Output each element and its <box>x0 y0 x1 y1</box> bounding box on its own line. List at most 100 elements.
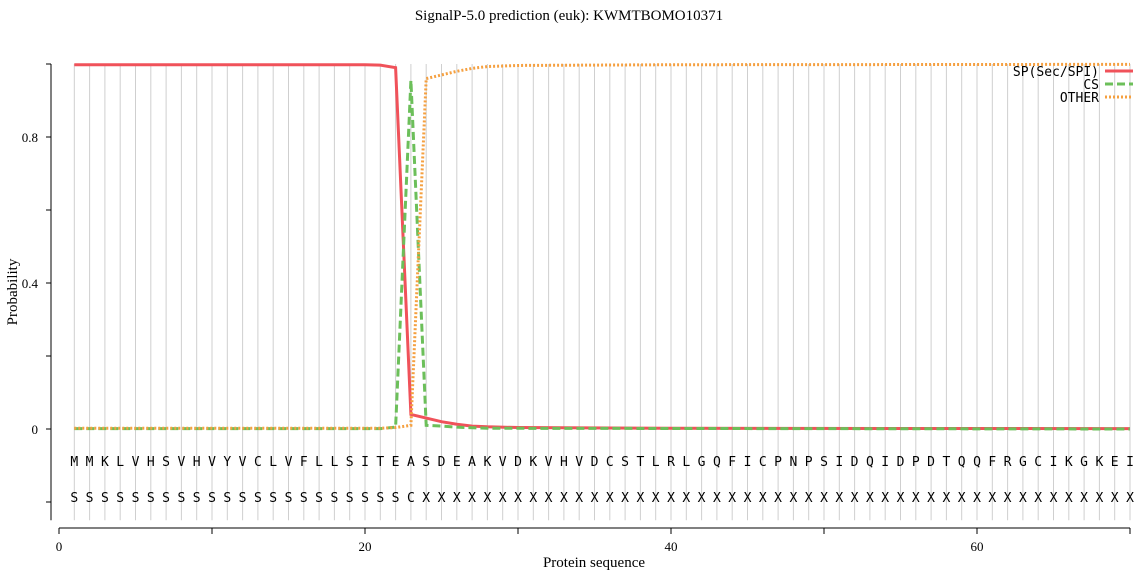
axes: 0 0.4 0.8 0 20 40 60 <box>22 63 1131 554</box>
prediction-label: X <box>942 491 950 506</box>
prediction-label: S <box>239 491 247 506</box>
y-tick-label: 0.8 <box>22 130 38 145</box>
residue-label: G <box>1019 455 1027 470</box>
residue-label: V <box>239 455 247 470</box>
residue-label: A <box>468 455 476 470</box>
prediction-label: S <box>315 491 323 506</box>
residue-label: S <box>162 455 170 470</box>
prediction-label: X <box>621 491 629 506</box>
residue-label: G <box>1080 455 1088 470</box>
x-axis-label: Protein sequence <box>543 555 645 571</box>
prediction-label: X <box>728 491 736 506</box>
prediction-label: X <box>927 491 935 506</box>
y-axis-label: Probability <box>5 258 21 325</box>
legend-label: SP(Sec/SPI) <box>1013 65 1099 80</box>
series-line-other <box>74 62 1131 430</box>
residue-label: K <box>483 455 491 470</box>
residue-label: R <box>1004 455 1012 470</box>
residue-label: H <box>560 455 568 470</box>
prediction-label: X <box>897 491 905 506</box>
prediction-label: S <box>193 491 201 506</box>
prediction-label: X <box>529 491 537 506</box>
prediction-label: S <box>101 491 109 506</box>
prediction-label: X <box>1111 491 1119 506</box>
prediction-label: X <box>881 491 889 506</box>
prediction-label: S <box>361 491 369 506</box>
prediction-label: X <box>866 491 874 506</box>
residue-label: L <box>652 455 660 470</box>
x-tick-label: 0 <box>56 539 63 554</box>
residue-label: S <box>820 455 828 470</box>
residue-label: L <box>682 455 690 470</box>
prediction-label: X <box>774 491 782 506</box>
residue-label: S <box>621 455 629 470</box>
residue-label: F <box>988 455 996 470</box>
residue-label: E <box>392 455 400 470</box>
prediction-label: X <box>545 491 553 506</box>
residue-label: E <box>1111 455 1119 470</box>
residue-label: M <box>70 455 78 470</box>
residue-label: I <box>361 455 369 470</box>
prediction-label: S <box>147 491 155 506</box>
prediction-label: S <box>132 491 140 506</box>
prediction-label: X <box>652 491 660 506</box>
prediction-label: X <box>1034 491 1042 506</box>
prediction-label: X <box>606 491 614 506</box>
residue-label: I <box>881 455 889 470</box>
prediction-label: S <box>346 491 354 506</box>
prediction-label: C <box>407 491 415 506</box>
residue-label: D <box>591 455 599 470</box>
prediction-label: S <box>86 491 94 506</box>
residue-label: N <box>789 455 797 470</box>
x-tick-label: 20 <box>359 539 372 554</box>
y-tick-label: 0 <box>32 422 39 437</box>
prediction-label: X <box>667 491 675 506</box>
residue-label: D <box>927 455 935 470</box>
residue-label: V <box>208 455 216 470</box>
residue-label: K <box>1095 455 1103 470</box>
residue-label: A <box>407 455 415 470</box>
prediction-label: S <box>376 491 384 506</box>
prediction-label: X <box>1126 491 1134 506</box>
x-tick-label: 40 <box>665 539 678 554</box>
residue-label: D <box>851 455 859 470</box>
series-line-sp-sec-spi- <box>74 63 1131 431</box>
residue-label: T <box>942 455 950 470</box>
residue-label: I <box>1126 455 1134 470</box>
prediction-label: S <box>208 491 216 506</box>
prediction-label: X <box>591 491 599 506</box>
prediction-label: X <box>912 491 920 506</box>
prediction-label: S <box>162 491 170 506</box>
residue-label: Q <box>713 455 721 470</box>
residue-label: K <box>101 455 109 470</box>
residue-label: T <box>636 455 644 470</box>
residue-label: P <box>774 455 782 470</box>
prediction-label: S <box>300 491 308 506</box>
residue-label: K <box>529 455 537 470</box>
residue-label: I <box>835 455 843 470</box>
residue-label: C <box>759 455 767 470</box>
prediction-label: X <box>988 491 996 506</box>
prediction-label: X <box>744 491 752 506</box>
prediction-label: X <box>759 491 767 506</box>
residue-label: L <box>116 455 124 470</box>
residue-label: C <box>254 455 262 470</box>
prediction-label: X <box>468 491 476 506</box>
residue-label: V <box>285 455 293 470</box>
residue-label: D <box>514 455 522 470</box>
prediction-label: S <box>177 491 185 506</box>
prediction-label: X <box>483 491 491 506</box>
residue-label: Y <box>223 455 231 470</box>
prediction-label: X <box>682 491 690 506</box>
prediction-label: X <box>453 491 461 506</box>
prediction-label: S <box>70 491 78 506</box>
prediction-label: X <box>1004 491 1012 506</box>
residue-label: E <box>453 455 461 470</box>
prediction-label: X <box>1050 491 1058 506</box>
residue-label: I <box>744 455 752 470</box>
residue-label: L <box>330 455 338 470</box>
residue-label: V <box>132 455 140 470</box>
prediction-label: X <box>713 491 721 506</box>
